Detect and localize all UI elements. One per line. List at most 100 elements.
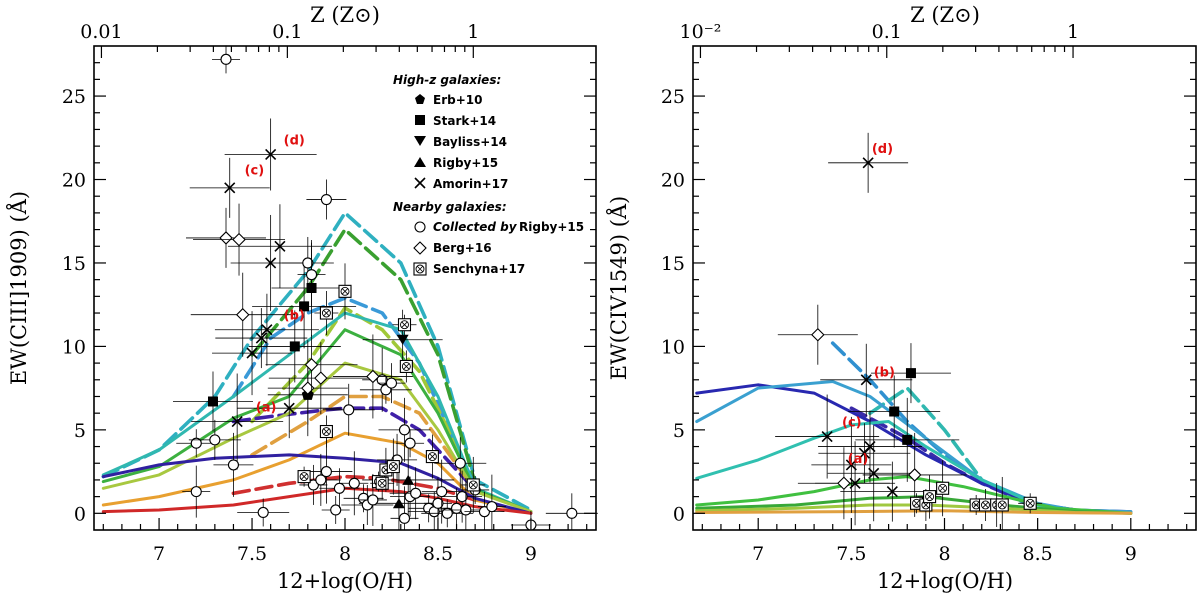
- right-point-square: [870, 343, 951, 404]
- left-point-boxcross: [392, 314, 417, 335]
- left-point-circle: [237, 498, 290, 527]
- left-point-cross: [224, 118, 317, 191]
- legend-senchyna-label: Senchyna+17: [433, 262, 525, 276]
- right-y-tick-label: 25: [661, 86, 685, 108]
- left-point-boxcross: [297, 466, 311, 487]
- left-y-tick-label: 25: [62, 86, 86, 108]
- legend-bayliss-label: Bayliss+14: [433, 135, 507, 149]
- legend-bayliss-marker: [414, 136, 426, 146]
- right-point-cross: [828, 132, 909, 193]
- left-point-circle: [176, 429, 217, 458]
- right-x-axis-label: 12+log(O/H): [877, 569, 1013, 593]
- left-model-line-10: [101, 431, 533, 515]
- left-point-circle: [212, 45, 241, 74]
- left-point-circle: [182, 465, 211, 518]
- left-top-tick-label: 0.1: [272, 21, 302, 43]
- legend-erb-label: Erb+10: [433, 93, 482, 107]
- left-annotations: (a) (b) (c) (d): [245, 133, 305, 415]
- right-x-tick-label: 7: [752, 543, 764, 565]
- left-point-cross: [215, 308, 308, 369]
- right-top-tick-label: 0.1: [872, 21, 902, 43]
- right-point-boxcross: [936, 460, 950, 517]
- right-point-boxcross: [995, 476, 1009, 530]
- right-top-axis-label: Z (Z⊙): [910, 3, 980, 27]
- left-x-tick-label: 7.5: [237, 543, 267, 565]
- right-annotation-label: (a): [848, 452, 869, 467]
- left-point-diamond: [193, 203, 286, 276]
- left-point-cross: [212, 311, 293, 396]
- right-x-tick-label: 7.5: [836, 543, 866, 565]
- left-point-cross: [227, 204, 332, 289]
- left-y-tick-label: 0: [74, 503, 86, 525]
- right-model-line-9: [695, 509, 1133, 515]
- left-point-boxcross: [370, 467, 395, 500]
- legend-senchyna-marker: [413, 262, 427, 276]
- left-point-circle: [390, 486, 419, 530]
- left-point-diamond: [190, 272, 295, 357]
- right-point-square: [848, 375, 941, 448]
- legend-berg-marker: [413, 241, 427, 255]
- left-point-diamond: [332, 334, 413, 419]
- right-x-tick-label: 8.5: [1023, 543, 1053, 565]
- left-x-tick-label: 8.5: [423, 543, 453, 565]
- left-point-square: [172, 371, 253, 432]
- left-model-line-5: [250, 394, 477, 492]
- left-point-boxcross: [425, 434, 439, 479]
- left-point-cross: [191, 373, 284, 470]
- left-top-tick-label: 0.01: [80, 21, 122, 43]
- legend-amorin-label: Amorin+17: [433, 177, 508, 191]
- left-x-axis-label: 12+log(O/H): [277, 569, 413, 593]
- right-data-points: [775, 132, 1043, 530]
- right-x-tick-label: 8: [938, 543, 950, 565]
- left-point-square: [252, 264, 357, 349]
- left-point-circle: [300, 453, 341, 506]
- right-y-tick-label: 5: [673, 420, 685, 442]
- legend-stark-label: Stark+14: [433, 114, 496, 128]
- left-top-axis-label: Z (Z⊙): [310, 3, 380, 27]
- left-point-boxcross: [314, 291, 339, 336]
- left-point-circle: [389, 467, 442, 520]
- left-point-cross: [214, 293, 319, 366]
- left-point-circle: [378, 397, 431, 462]
- right-point-diamond: [797, 447, 890, 520]
- left-y-tick-label: 20: [62, 170, 86, 192]
- legend-rigby-nearby-marker: [414, 221, 426, 233]
- legend-nearby-title: Nearby galaxies:: [393, 200, 507, 214]
- legend-collected-by-label: Collected by: [433, 220, 518, 234]
- right-top-tick-label: 10⁻²: [680, 21, 722, 43]
- right-panel: 7 7.5 8 8.5 9 0 5 10 15 20 25 10⁻² 0.1 1 (a) (b) (c) (d)…: [606, 3, 1197, 593]
- left-point-circle: [377, 363, 406, 404]
- left-y-axis-label: EW(CIII]1909) (Å): [6, 191, 31, 385]
- left-y-tick-label: 15: [62, 253, 86, 275]
- legend: High-z galaxies: Erb+10 Stark+14 Bayliss…: [393, 73, 584, 276]
- left-top-tick-label: 1: [467, 21, 479, 43]
- left-point-circle: [297, 242, 326, 307]
- legend-rigby-nearby-label: Rigby+15: [519, 220, 584, 234]
- left-point-cross: [189, 157, 270, 218]
- left-annotation-label: (a): [256, 401, 277, 416]
- right-axis-ticks: 7 7.5 8 8.5 9 0 5 10 15 20 25 10⁻² 0.1 1: [661, 21, 1196, 565]
- right-point-cross: [827, 425, 920, 522]
- right-y-tick-label: 20: [661, 170, 685, 192]
- left-point-boxcross: [338, 263, 352, 320]
- left-panel: 7 7.5 8 8.5 9 0 5 10 15 20 25 0.01 0.1 1 (a) (b) (c) (d)…: [6, 3, 598, 593]
- left-y-tick-label: 10: [62, 336, 86, 358]
- left-point-diamond: [265, 334, 358, 395]
- left-x-tick-label: 9: [525, 543, 537, 565]
- left-point-circle: [408, 491, 461, 530]
- legend-berg-label: Berg+16: [433, 241, 492, 255]
- legend-erb-marker: [415, 94, 425, 104]
- left-point-circle: [545, 493, 598, 530]
- right-point-boxcross: [917, 474, 942, 519]
- left-point-circle: [439, 477, 492, 530]
- legend-amorin-marker: [414, 177, 426, 189]
- left-annotation-label: (c): [245, 164, 265, 179]
- right-top-tick-label: 1: [1067, 21, 1079, 43]
- left-data-points: [172, 45, 598, 531]
- right-model-line-2: [849, 406, 1077, 512]
- right-point-diamond: [777, 304, 858, 365]
- left-point-circle: [322, 383, 375, 436]
- legend-rigby-marker: [414, 157, 426, 167]
- legend-rigby-label: Rigby+15: [433, 156, 498, 170]
